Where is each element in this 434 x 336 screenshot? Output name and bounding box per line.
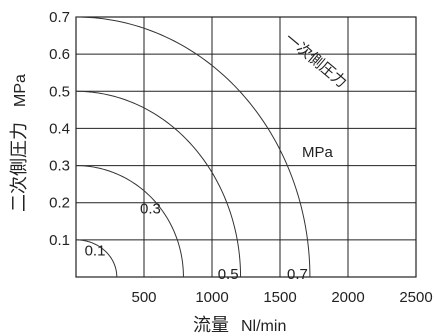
x-tick-label: 2000 [331, 289, 364, 306]
y-tick-label: 0.3 [49, 158, 70, 175]
legend-unit: MPa [302, 144, 334, 161]
y-axis-ticks: 0.1 0.2 0.3 0.4 0.5 0.6 0.7 [49, 9, 70, 249]
grid-lines [76, 16, 417, 277]
x-tick-label: 500 [131, 289, 156, 306]
series-0.3-curve [75, 165, 184, 278]
y-tick-label: 0.5 [49, 83, 70, 100]
flow-curves [75, 16, 311, 278]
x-axis-ticks: 500 1000 1500 2000 2500 [131, 289, 432, 306]
y-tick-label: 0.6 [49, 46, 70, 63]
y-tick-label: 0.4 [49, 120, 70, 137]
x-axis-title: 流量 [193, 315, 229, 336]
y-tick-label: 0.2 [49, 195, 70, 212]
series-0.1-curve [76, 239, 118, 278]
series-0.7-label: 0.7 [287, 266, 308, 283]
x-tick-label: 1500 [263, 289, 296, 306]
y-tick-label: 0.1 [49, 232, 70, 249]
series-0.3-label: 0.3 [140, 201, 161, 218]
series-0.5-curve [75, 90, 242, 278]
x-tick-label: 1000 [195, 289, 228, 306]
y-tick-label: 0.7 [49, 9, 70, 26]
x-axis-unit: Nl/min [241, 318, 286, 335]
legend-title: 一次側圧力 [281, 29, 350, 91]
series-labels: 0.1 0.3 0.5 0.7 [85, 201, 308, 283]
series-0.1-label: 0.1 [85, 242, 106, 259]
x-tick-label: 2500 [399, 289, 432, 306]
y-axis-title: 二次側圧力 [9, 122, 30, 212]
y-axis-unit: MPa [12, 74, 29, 107]
series-0.7-curve [75, 16, 311, 278]
plot-area-frame [75, 16, 417, 278]
series-0.5-label: 0.5 [218, 266, 239, 283]
